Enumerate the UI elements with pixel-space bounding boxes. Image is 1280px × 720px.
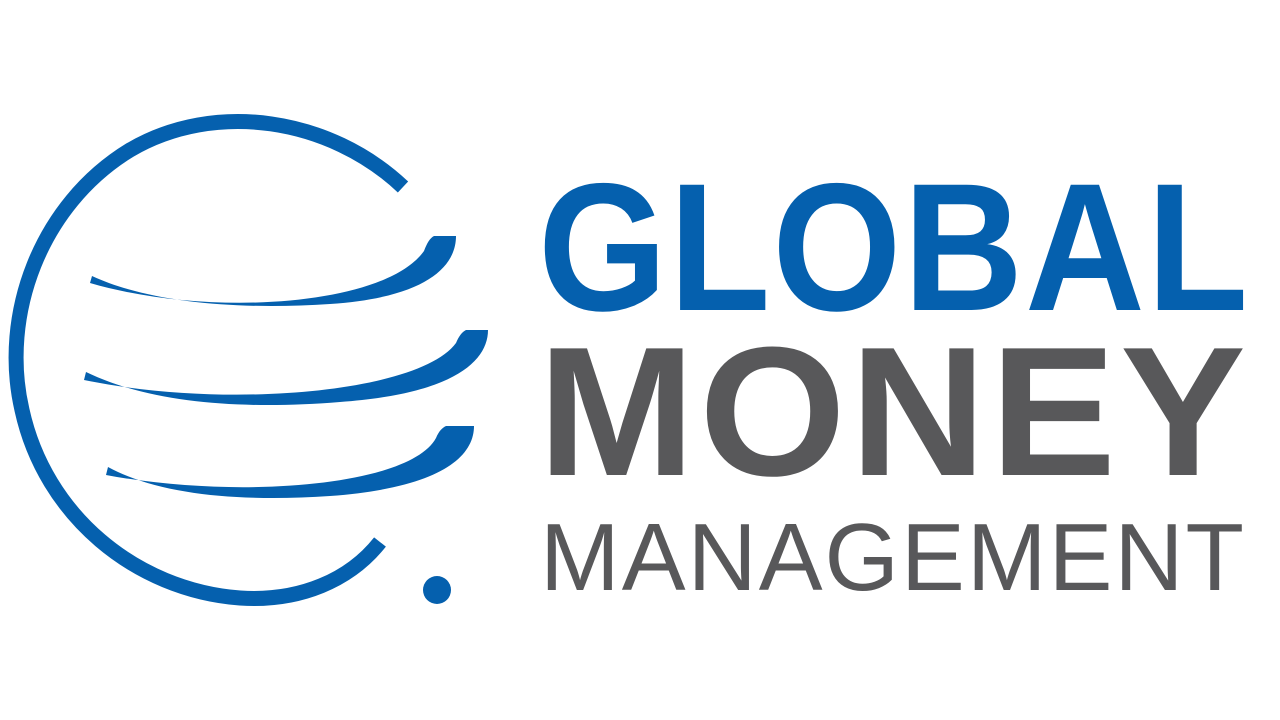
- globe-dot: [423, 576, 451, 604]
- globe-swoosh-bottom: [106, 426, 474, 498]
- brand-line-money: MONEY: [538, 308, 1250, 514]
- brand-line-global: GLOBAL: [538, 145, 1250, 349]
- globe-outer-arc: [8, 114, 409, 606]
- brand-line-management: MANAGEMENT: [540, 504, 1246, 611]
- globe-swoosh-middle: [84, 330, 488, 406]
- globe-swoosh-top: [90, 236, 456, 306]
